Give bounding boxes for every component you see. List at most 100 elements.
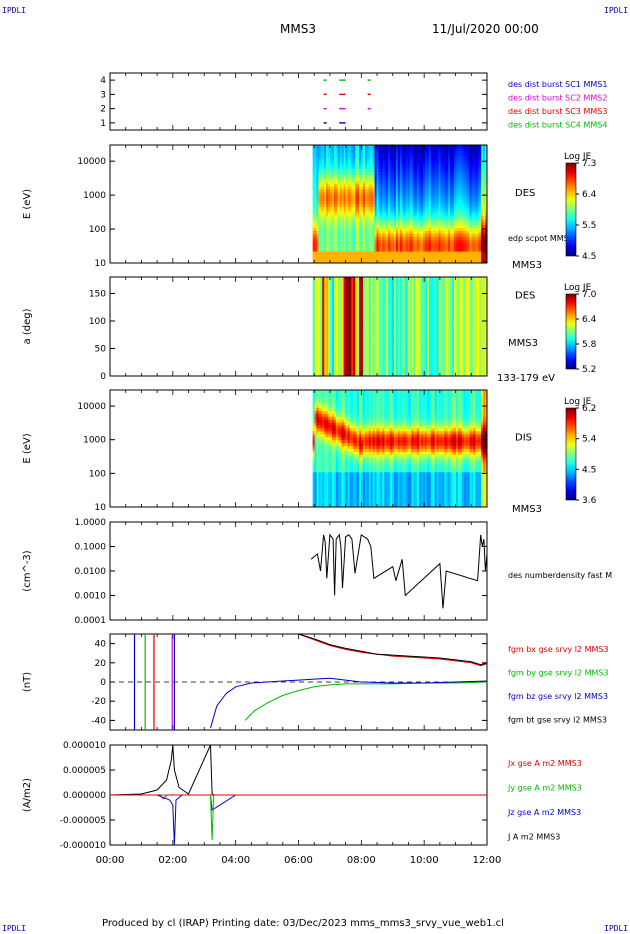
instrument-label: DES xyxy=(515,188,535,199)
legend-entry: des dist burst SC2 MMS2 xyxy=(508,94,607,103)
y-tick-label: 0 xyxy=(100,372,106,382)
panel-bottom-label: MMS3 xyxy=(512,260,542,271)
instrument-label: DES xyxy=(515,291,535,302)
x-tick-label: 02:00 xyxy=(158,855,187,866)
y-tick-label: 3 xyxy=(100,90,106,100)
x-tick-label: 10:00 xyxy=(410,855,439,866)
y-axis-label: (cm^-3) xyxy=(22,550,33,591)
y-tick-label: 0.0001 xyxy=(75,616,107,626)
bfield-line xyxy=(298,633,488,667)
burst-panel-frame xyxy=(109,72,488,131)
y-tick-label: -0.000010 xyxy=(60,841,106,851)
legend-entry: fgm bt gse srvy l2 MMS3 xyxy=(508,716,607,725)
y-tick-label: 10000 xyxy=(77,402,106,412)
y-tick-label: 0.0010 xyxy=(75,592,107,602)
colorbar-tick-label: 6.2 xyxy=(582,404,596,414)
colorbar-tick-label: 7.3 xyxy=(582,159,596,169)
y-tick-label: 1000 xyxy=(83,436,106,446)
y-tick-label: 0.0100 xyxy=(75,567,107,577)
x-tick-label: 12:00 xyxy=(473,855,502,866)
legend-entry: fgm bx gse srvy l2 MMS3 xyxy=(508,645,609,654)
colorbar-tick-label: 5.5 xyxy=(582,221,596,231)
x-tick-label: 04:00 xyxy=(221,855,250,866)
bfield-line xyxy=(210,677,488,729)
y-tick-label: 150 xyxy=(89,290,106,300)
density-frame xyxy=(109,521,488,621)
legend-entry: Jy gse A m2 MMS3 xyxy=(507,784,582,793)
y-tick-label: 0.000000 xyxy=(63,791,106,801)
y-tick-label: 1.0000 xyxy=(75,518,107,528)
x-tick-label: 06:00 xyxy=(284,855,313,866)
corner-tl: IPDLI xyxy=(2,6,27,15)
spectrogram-cells xyxy=(312,277,488,377)
colorbar-tick-label: 4.5 xyxy=(582,252,596,262)
colorbar-tick-label: 5.8 xyxy=(582,340,597,350)
current-line xyxy=(110,794,487,841)
bfield-line xyxy=(244,681,488,721)
y-tick-label: 0.1000 xyxy=(75,543,107,553)
colorbar-tick-label: 5.2 xyxy=(582,365,596,375)
legend-entry: Jx gse A m2 MMS3 xyxy=(507,759,582,768)
instrument-label: DIS xyxy=(515,433,532,444)
y-tick-label: 40 xyxy=(95,640,107,650)
y-tick-label: -40 xyxy=(91,716,106,726)
y-axis-label: (A/m2) xyxy=(22,778,33,812)
x-tick-label: 00:00 xyxy=(96,855,125,866)
colorbar xyxy=(565,162,577,257)
colorbar-tick-label: 5.4 xyxy=(582,435,597,445)
colorbar-tick-label: 6.4 xyxy=(582,315,597,325)
legend-entry: J A m2 MMS3 xyxy=(507,833,560,842)
y-tick-label: 0.000005 xyxy=(63,766,106,776)
y-axis-label: E (eV) xyxy=(22,433,33,463)
y-tick-label: 10 xyxy=(95,503,107,513)
current-line xyxy=(110,794,487,800)
y-axis-label: a (deg) xyxy=(22,308,33,344)
colorbar-title: Log JE xyxy=(564,283,592,293)
bfield-line xyxy=(298,633,488,666)
instrument-sublabel: MMS3 xyxy=(508,338,538,349)
y-tick-label: 50 xyxy=(95,345,107,355)
y-tick-label: 2 xyxy=(100,105,106,115)
y-tick-label: 4 xyxy=(100,76,106,86)
legend-entry: des dist burst SC1 MMS1 xyxy=(508,80,607,89)
y-tick-label: 20 xyxy=(95,659,107,669)
colorbar-tick-label: 6.4 xyxy=(582,190,597,200)
colorbar-tick-label: 7.0 xyxy=(582,290,597,300)
footer-credits: Produced by cl (IRAP) Printing date: 03/… xyxy=(102,918,504,929)
legend-entry: des numberdensity fast M xyxy=(508,571,612,580)
y-axis-label: E (eV) xyxy=(22,189,33,219)
y-tick-label: 1000 xyxy=(83,191,106,201)
instrument-sublabel: edp scpot MMS3 xyxy=(508,234,574,243)
colorbar-title: Log JE xyxy=(564,397,592,407)
corner-tr: IPDLI xyxy=(604,6,629,15)
y-tick-label: 0 xyxy=(100,678,106,688)
current-line xyxy=(110,794,487,846)
y-tick-label: -0.000005 xyxy=(60,816,106,826)
y-tick-label: -20 xyxy=(91,697,106,707)
colorbar-title: Log JE xyxy=(564,152,592,162)
y-axis-label: (nT) xyxy=(22,672,33,692)
colorbar-tick-label: 3.6 xyxy=(582,496,597,506)
y-tick-label: 1 xyxy=(100,119,106,129)
panel-bottom-label: MMS3 xyxy=(512,504,542,515)
legend-entry: fgm by gse srvy l2 MMS3 xyxy=(508,669,609,678)
corner-bl: IPDLI xyxy=(2,924,27,933)
colorbar xyxy=(565,407,577,501)
x-tick-label: 08:00 xyxy=(347,855,376,866)
y-tick-label: 100 xyxy=(89,469,106,479)
plot-date: 11/Jul/2020 00:00 xyxy=(432,22,539,36)
legend-entry: fgm bz gse srvy l2 MMS3 xyxy=(508,692,608,701)
spacecraft-title: MMS3 xyxy=(280,22,316,36)
corner-br: IPDLI xyxy=(604,924,629,933)
y-tick-label: 100 xyxy=(89,317,106,327)
panel-bottom-label: 133-179 eV xyxy=(497,373,555,384)
legend-entry: des dist burst SC4 MMS4 xyxy=(508,121,607,130)
colorbar xyxy=(565,293,577,370)
legend-entry: Jz gse A m2 MMS3 xyxy=(507,808,581,817)
spectrogram-cells xyxy=(312,145,488,264)
density-line xyxy=(310,533,488,609)
y-tick-label: 100 xyxy=(89,225,106,235)
y-tick-label: 10 xyxy=(95,259,107,269)
spectrogram-cells xyxy=(312,390,488,508)
